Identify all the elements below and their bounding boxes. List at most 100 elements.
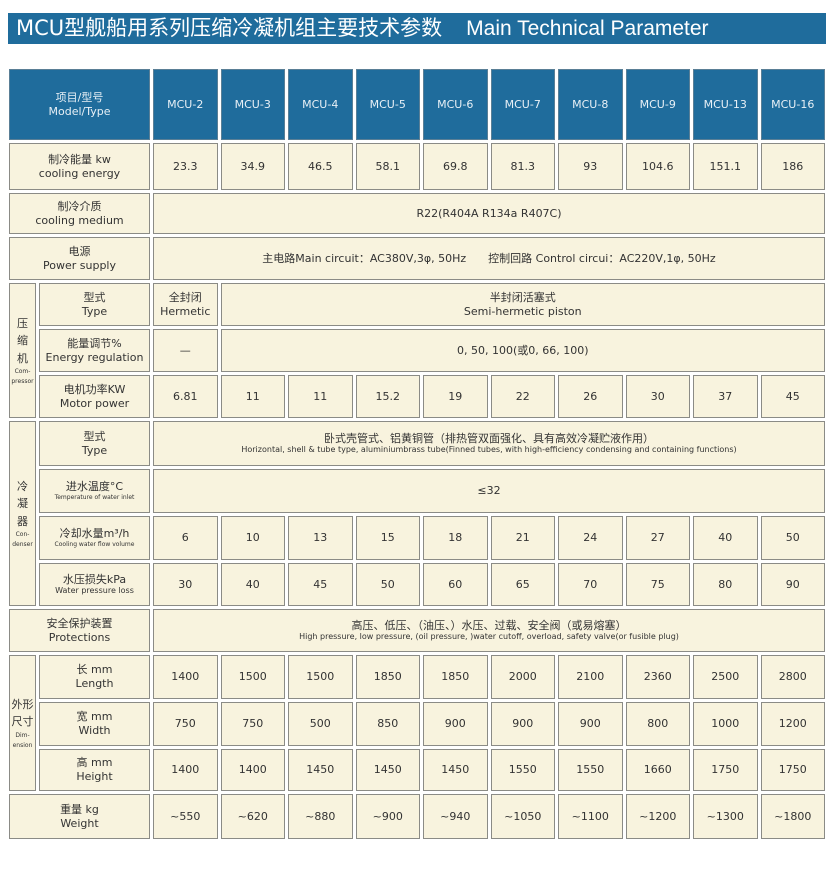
- value-cell: 750: [153, 702, 218, 746]
- label-en: Cooling water flow volume: [54, 541, 135, 549]
- value-cell: 11: [220, 375, 285, 418]
- row-label: 高 mm Height: [39, 749, 150, 791]
- value-cell: 46.5: [288, 143, 353, 190]
- label-en: Width: [78, 724, 111, 737]
- row-label: 冷却水量m³/h Cooling water flow volume: [39, 516, 150, 560]
- model-header: MCU-8: [558, 69, 623, 140]
- value-cell: 2000: [490, 655, 555, 699]
- value-cell: 1850: [423, 655, 488, 699]
- value-cell: 26: [558, 375, 623, 418]
- label-cn: 宽 mm: [76, 710, 113, 724]
- value-cell: 800: [625, 702, 690, 746]
- group-dimension: 外形尺寸 Dim-ension: [9, 655, 36, 791]
- value-cell: 1000: [693, 702, 758, 746]
- value-cell: 900: [490, 702, 555, 746]
- label-en: Energy regulation: [45, 350, 144, 364]
- label-cn: 电源: [68, 244, 91, 258]
- value-cell: 11: [288, 375, 353, 418]
- value-cell: 75: [625, 563, 690, 606]
- value-cell: 1550: [558, 749, 623, 791]
- value-cell: ~880: [288, 794, 353, 839]
- value-cell: 65: [490, 563, 555, 606]
- value-cell: 500: [288, 702, 353, 746]
- value-cell: 19: [423, 375, 488, 418]
- title-en: Main Technical Parameter: [466, 17, 709, 40]
- group-en: Con-denser: [12, 531, 33, 548]
- value-cell: 45: [760, 375, 825, 418]
- label-cn: 水压损失kPa: [62, 572, 127, 586]
- value-cell: 6.81: [153, 375, 218, 418]
- model-header: MCU-7: [490, 69, 555, 140]
- value-cell: 2800: [760, 655, 825, 699]
- value-cell: 0, 50, 100(或0, 66, 100): [220, 329, 825, 372]
- row-water-pressure: 水压损失kPa Water pressure loss 30 40 45 50 60 65 70…: [9, 563, 825, 606]
- row-motor-power: 电机功率KW Motor power 6.81 11 11 15.2 19 22 26 30 37 4…: [9, 375, 825, 418]
- group-cn: 冷凝器: [17, 479, 28, 528]
- value-cell: 2360: [625, 655, 690, 699]
- value-cell: 1450: [288, 749, 353, 791]
- row-protections: 安全保护装置 Protections 高压、低压、（油压、）水压、过载、安全阀（或易…: [9, 609, 825, 652]
- row-height: 高 mm Height 1400 1400 1450 1450 1450 1550 1550 16…: [9, 749, 825, 791]
- value-cell: 13: [288, 516, 353, 560]
- value-cell: 21: [490, 516, 555, 560]
- value-cell: 104.6: [625, 143, 690, 190]
- row-length: 外形尺寸 Dim-ension 长 mm Length 1400 1500 1500 1850…: [9, 655, 825, 791]
- label-cn: 长 mm: [76, 663, 113, 677]
- row-label: 型式 Type: [39, 283, 150, 326]
- row-label: 水压损失kPa Water pressure loss: [39, 563, 150, 606]
- value-en: Hermetic: [160, 304, 211, 318]
- value-cell: 34.9: [220, 143, 285, 190]
- value-cell: 40: [220, 563, 285, 606]
- value-cell: 37: [693, 375, 758, 418]
- model-header: MCU-9: [625, 69, 690, 140]
- value-cell: 151.1: [693, 143, 758, 190]
- page-title: MCU型舰船用系列压缩冷凝机组主要技术参数 Main Technical Para…: [8, 13, 826, 44]
- model-header: MCU-4: [288, 69, 353, 140]
- value-cell: ~900: [355, 794, 420, 839]
- value-cell: —: [153, 329, 218, 372]
- row-energy-regulation: 能量调节% Energy regulation —0, 50, 100(或0, 66…: [9, 329, 825, 372]
- label-cn: 重量 kg: [60, 802, 99, 816]
- row-label: 长 mm Length: [39, 655, 150, 699]
- value-cell: 1400: [153, 749, 218, 791]
- label-cn: 冷却水量m³/h: [59, 527, 130, 541]
- row-label: 重量 kg Weight: [9, 794, 150, 839]
- value-cell: 半封闭活塞式 Semi-hermetic piston: [220, 283, 825, 326]
- value-cn: 卧式壳管式、铝黄铜管（排热管双面强化、具有高效冷凝贮液作用）: [324, 431, 654, 445]
- value-cell: 1400: [220, 749, 285, 791]
- value-cell: 24: [558, 516, 623, 560]
- value-en: High pressure, low pressure, (oil pressu…: [299, 632, 679, 642]
- row-label: 进水温度°C Temperature of water inlet: [39, 469, 150, 513]
- value-cell: ~940: [423, 794, 488, 839]
- label-en: Weight: [60, 816, 99, 830]
- label-en: Water pressure loss: [55, 586, 134, 596]
- value-cell: 22: [490, 375, 555, 418]
- label-cn: 进水温度°C: [65, 480, 124, 494]
- label-cn: 项目/型号: [55, 90, 104, 104]
- label-en: Type: [81, 304, 108, 318]
- label-en: cooling medium: [35, 213, 124, 227]
- value-cell: 1500: [220, 655, 285, 699]
- value-cell: 1450: [355, 749, 420, 791]
- group-cn: 外形尺寸: [11, 697, 34, 729]
- model-header: MCU-3: [220, 69, 285, 140]
- value-cell: 80: [693, 563, 758, 606]
- label-cn: 安全保护装置: [46, 616, 113, 630]
- model-header: MCU-2: [153, 69, 218, 140]
- value-cell: 45: [288, 563, 353, 606]
- value-cell: ~1050: [490, 794, 555, 839]
- label-en: Model/Type: [48, 104, 111, 118]
- row-medium: 制冷介质 cooling medium R22(R404A R134a R407C): [9, 193, 825, 234]
- label-cn: 制冷介质: [57, 199, 102, 213]
- row-width: 宽 mm Width 750 750 500 850 900 900 900 800 1000 120…: [9, 702, 825, 746]
- value-cell: 70: [558, 563, 623, 606]
- value-cell: 1750: [693, 749, 758, 791]
- row-label: 电机功率KW Motor power: [39, 375, 150, 418]
- value-cell: 15.2: [355, 375, 420, 418]
- value-cell: 90: [760, 563, 825, 606]
- value-cell: 900: [558, 702, 623, 746]
- row-cooling-energy: 制冷能量 kw cooling energy 23.3 34.9 46.5 58.1 69.…: [9, 143, 825, 190]
- label-cn: 电机功率KW: [63, 382, 126, 396]
- value-cell: 10: [220, 516, 285, 560]
- value-cell: 30: [153, 563, 218, 606]
